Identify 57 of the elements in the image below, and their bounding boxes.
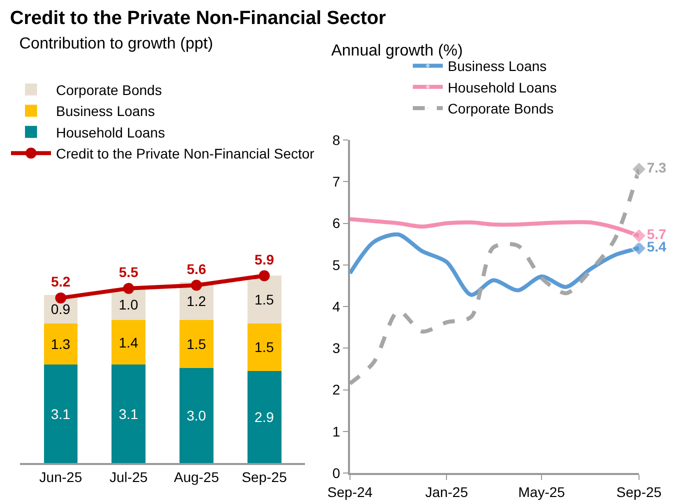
legend-label: Corporate Bonds [56, 82, 162, 98]
data-label: 1.5 [254, 339, 274, 356]
x-tick-label: Sep-25 [616, 484, 662, 500]
y-tick-label: 8 [332, 132, 340, 148]
data-label: 1.0 [118, 296, 138, 312]
data-label: 5.9 [254, 251, 274, 268]
y-tick-label: 4 [332, 298, 340, 314]
point [123, 282, 134, 294]
legend-label: Business Loans [448, 58, 547, 74]
y-tick-label: 6 [332, 215, 340, 232]
legend-label: Household Loans [56, 124, 165, 140]
data-label: 5.6 [186, 260, 206, 277]
x-tick-label: May-25 [518, 484, 566, 500]
data-label: 0.9 [50, 301, 71, 318]
data-label: 3.1 [118, 406, 138, 422]
bar [247, 276, 282, 324]
data-label: 5.5 [118, 264, 139, 280]
chart-title: Credit to the Private Non-Financial Sector [10, 8, 386, 30]
data-label: 1.3 [50, 336, 71, 352]
bar [179, 320, 214, 368]
legend-label: Credit to the Private Non-Financial Sector [56, 146, 315, 162]
x-tick-label: Aug-25 [174, 468, 220, 485]
point [258, 270, 270, 282]
x-tick-label: Jul-25 [110, 468, 148, 485]
bar [179, 368, 214, 463]
bar [112, 320, 146, 365]
x-tick-label: Sep-25 [242, 468, 288, 485]
bar [247, 370, 282, 463]
legend-label: Business Loans [56, 103, 155, 120]
chart-title: Annual growth (%) [331, 42, 463, 60]
y-tick-label: 3 [332, 340, 340, 356]
point [55, 292, 66, 304]
bar [44, 364, 78, 463]
y-tick-label: 0 [332, 464, 340, 481]
data-label: 1.4 [118, 334, 138, 350]
bar [247, 323, 282, 371]
legend-label: Corporate Bonds [448, 100, 554, 117]
data-label: 1.2 [186, 293, 206, 310]
point [190, 280, 202, 291]
y-tick-label: 7 [332, 174, 340, 190]
legend-label: Household Loans [448, 79, 557, 96]
data-label: 1.5 [186, 336, 206, 352]
chart-subtitle: Contribution to growth (ppt) [19, 35, 214, 52]
x-tick-label: Sep-24 [327, 484, 373, 500]
data-label: 3.0 [186, 407, 206, 424]
data-label: 3.1 [50, 406, 71, 422]
y-tick-label: 2 [332, 382, 340, 398]
data-label: 1.5 [254, 292, 274, 308]
bar [112, 364, 146, 463]
data-label: 7.3 [646, 160, 667, 176]
data-label: 2.9 [254, 408, 274, 425]
y-tick-label: 5 [332, 256, 340, 273]
bar [44, 323, 78, 365]
y-tick-label: 1 [332, 423, 340, 440]
x-tick-label: Jan-25 [425, 484, 468, 500]
x-tick-label: Jun-25 [39, 468, 82, 485]
data-label: 5.2 [50, 274, 71, 290]
